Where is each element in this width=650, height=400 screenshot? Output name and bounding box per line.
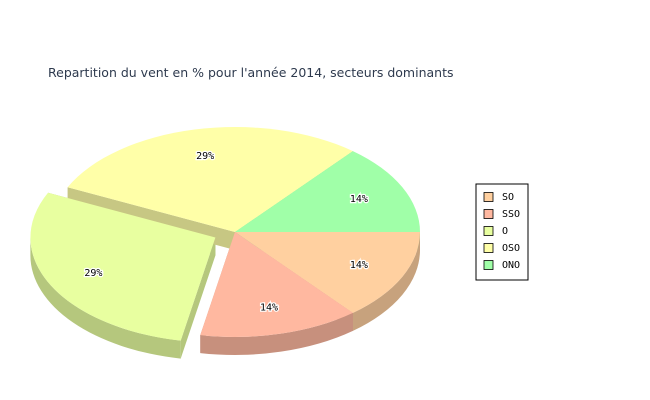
slice-edge: [180, 237, 216, 359]
legend-label: O: [502, 226, 508, 237]
slice-side: [200, 312, 353, 355]
legend-label: SSO: [502, 209, 520, 220]
legend-swatch: [483, 243, 494, 253]
slice: [67, 127, 353, 232]
data-label: 29%: [196, 151, 214, 162]
data-label: 14%: [260, 302, 278, 313]
slice: [30, 192, 216, 341]
chart-title: Repartition du vent en % pour l'année 20…: [48, 65, 454, 80]
slice: [235, 232, 420, 313]
slice-side: [30, 237, 181, 359]
pie: 14% 14% 29% 29% 14%: [30, 127, 420, 359]
data-label: 14%: [350, 194, 368, 205]
legend-label: SO: [502, 192, 514, 203]
legend-label: OSO: [502, 243, 520, 254]
legend-label: ONO: [502, 260, 520, 271]
data-label: 14%: [350, 260, 368, 271]
legend-swatch: [483, 192, 494, 202]
legend-swatch: [483, 226, 494, 236]
slice-side: [352, 232, 420, 331]
slice: [200, 232, 353, 337]
legend-swatch: [483, 209, 494, 219]
slice: [235, 151, 420, 232]
data-label: 29%: [84, 268, 102, 279]
legend: SO SSO O OSO ONO: [475, 183, 529, 281]
legend-swatch: [483, 260, 494, 270]
